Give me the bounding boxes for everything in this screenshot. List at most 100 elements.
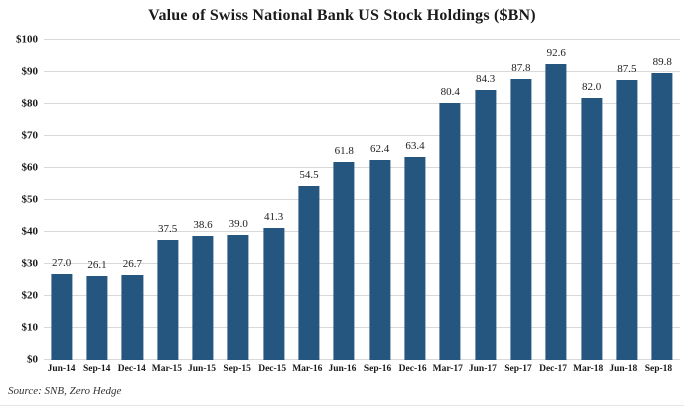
bar: [333, 162, 355, 360]
y-axis-tick-label: $80: [21, 97, 39, 110]
x-axis-tick-label: Jun-18: [609, 364, 638, 374]
bar-value-label: 63.4: [405, 140, 425, 153]
bar-slot: 87.5: [609, 40, 644, 360]
y-axis-tick-label: $40: [21, 225, 39, 238]
gridline: [44, 295, 680, 296]
x-axis-tick-label: Dec-17: [539, 364, 568, 374]
bar-slot: 26.7: [115, 40, 150, 360]
bar: [227, 235, 249, 360]
bar-value-label: 62.4: [369, 143, 390, 156]
gridline: [44, 359, 680, 360]
y-axis-tick-label: $10: [21, 321, 39, 334]
gridline: [44, 199, 680, 200]
gridline: [44, 71, 680, 72]
x-axis-tick-label: Sep-17: [504, 364, 532, 374]
x-axis-tick-label: Jun-14: [47, 364, 76, 374]
page-bottom-divider: [0, 405, 684, 406]
x-axis-tick-label: Mar-17: [432, 364, 463, 374]
x-axis: Jun-14 Sep-14 Dec-14 Mar-15 Jun-15 Sep-15 Dec-…: [44, 360, 676, 374]
bar-value-label: 38.6: [193, 219, 213, 232]
bar-slot: 39.0: [221, 40, 256, 360]
bar-value-label: 37.5: [158, 223, 178, 235]
x-axis-tick-label: Dec-14: [117, 364, 146, 374]
y-axis-tick-label: $50: [21, 193, 39, 206]
x-axis-tick-label: Sep-16: [363, 364, 392, 374]
x-axis-tick-label: Mar-18: [573, 364, 604, 374]
bar-value-label: 84.3: [475, 73, 496, 86]
x-axis-tick-label: Sep-14: [82, 364, 111, 374]
bar: [121, 274, 143, 360]
bar-slot: 82.0: [574, 40, 609, 360]
bar: [192, 236, 214, 360]
source-note: Source: SNB, Zero Hedge: [8, 385, 122, 397]
bar-slot: 41.3: [256, 40, 291, 360]
bar-slot: 54.5: [291, 40, 326, 360]
y-axis-tick-label: $20: [21, 289, 39, 302]
gridline: [44, 103, 680, 104]
bar-slot: 37.5: [150, 40, 185, 360]
bar: [404, 157, 426, 360]
bar-value-label: 27.0: [52, 256, 72, 269]
bar: [651, 72, 673, 360]
x-axis-tick-label: Mar-15: [151, 364, 182, 374]
bar: [51, 273, 73, 360]
bar-value-label: 39.0: [228, 218, 248, 231]
y-axis-tick-label: $90: [21, 65, 39, 78]
plot-area: $0 $10 $20 $30 $40 $50 $60 $70 $80 $90 $100 27.0 26.…: [16, 34, 680, 365]
y-axis-tick-label: $60: [21, 161, 39, 174]
bar-slot: 80.4: [433, 40, 468, 360]
gridline: [44, 135, 680, 136]
bar: [263, 227, 285, 360]
x-axis-tick-label: Dec-15: [258, 364, 287, 374]
bar-value-label: 26.7: [122, 257, 142, 270]
bar-slot: 63.4: [397, 40, 432, 360]
bar-value-label: 87.8: [511, 62, 531, 75]
gridline: [44, 39, 680, 40]
bar: [616, 80, 638, 360]
bar-value-label: 80.4: [440, 85, 460, 98]
x-axis-tick-label: Sep-18: [644, 364, 673, 374]
bar-value-label: 61.8: [334, 145, 354, 158]
bar-value-label: 82.0: [581, 80, 602, 93]
bar: [545, 63, 567, 360]
bar-value-label: 26.1: [87, 259, 107, 272]
chart-title: Value of Swiss National Bank US Stock Ho…: [148, 7, 536, 24]
bar-value-label: 89.8: [652, 55, 672, 68]
x-axis-tick-label: Mar-16: [292, 364, 323, 374]
gridline: [44, 231, 680, 232]
bar: [475, 90, 497, 360]
bar: [510, 79, 532, 360]
bar: [298, 185, 320, 360]
bar-value-label: 92.6: [546, 46, 566, 59]
x-axis-tick-label: Jun-17: [468, 364, 497, 374]
bar: [86, 276, 108, 360]
gridline: [44, 327, 680, 328]
bar-slot: 89.8: [645, 40, 680, 360]
x-axis-tick-label: Sep-15: [223, 364, 251, 374]
bar-value-label: 54.5: [299, 168, 319, 181]
x-axis-tick-label: Jun-15: [188, 364, 216, 374]
y-axis-tick-label: $0: [27, 353, 38, 366]
bar: [580, 97, 603, 360]
bar-slot: 27.0: [44, 40, 79, 360]
bar: [439, 102, 461, 360]
gridline: [44, 263, 680, 264]
bar-slot: 61.8: [327, 40, 362, 360]
bar-value-label: 87.5: [617, 63, 637, 75]
bar-value-label: 41.3: [264, 210, 284, 223]
gridline: [44, 167, 680, 168]
bar-slot: 84.3: [468, 40, 503, 360]
bar-slot: 87.8: [503, 40, 538, 360]
y-axis-tick-label: $70: [21, 129, 39, 142]
y-axis-tick-label: $30: [21, 257, 39, 270]
bar: [369, 160, 391, 360]
bar-slot: 92.6: [539, 40, 574, 360]
chart-body: $0 $10 $20 $30 $40 $50 $60 $70 $80 $90 $100 27.0 26.…: [0, 34, 680, 374]
bar: [157, 240, 179, 360]
bar-slot: 26.1: [79, 40, 114, 360]
bars-row: 27.0 26.1 26.7 37.5 38.6 39.0 41.3 54.5 61.8 62.4…: [44, 40, 680, 360]
x-axis-tick-label: Dec-16: [398, 364, 427, 374]
bar-slot: 38.6: [185, 40, 220, 360]
y-axis-tick-label: $100: [16, 33, 38, 46]
